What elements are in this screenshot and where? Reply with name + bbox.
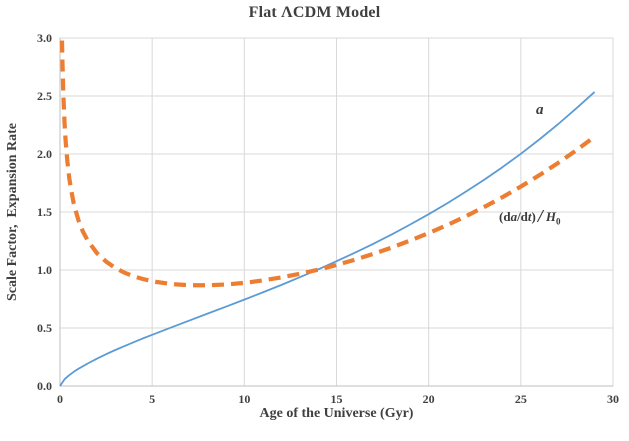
y-tick-label: 3.0 <box>37 31 52 45</box>
chart-title: Flat ΛCDM Model <box>248 4 381 21</box>
y-axis-title: Scale Factor, Expansion Rate <box>5 123 20 301</box>
y-tick-label: 2.0 <box>37 147 52 161</box>
x-tick-label: 25 <box>515 392 527 406</box>
x-tick-label: 5 <box>149 392 155 406</box>
curve-label-a: a <box>536 102 544 118</box>
curve-label-da-dt: (da/dt) / H0 <box>499 205 561 227</box>
deriv-label-t: t <box>527 209 532 224</box>
x-tick-label: 20 <box>423 392 435 406</box>
x-tick-label: 0 <box>57 392 63 406</box>
x-tick-label: 30 <box>607 392 619 406</box>
x-tick-label: 15 <box>331 392 343 406</box>
deriv-label-a: a <box>510 209 518 224</box>
deriv-label-H: H <box>545 209 557 224</box>
y-tick-label: 0.0 <box>37 379 52 393</box>
y-tick-label: 1.5 <box>37 205 52 219</box>
deriv-label-close: ) <box>531 209 536 224</box>
series-line-da-dt <box>59 40 596 288</box>
y-tick-label: 0.5 <box>37 321 52 335</box>
deriv-label-sub0: 0 <box>556 216 561 227</box>
y-tick-label: 1.0 <box>37 263 52 277</box>
x-axis-title: Age of the Universe (Gyr) <box>259 406 414 421</box>
deriv-label-open: (d <box>499 209 511 224</box>
deriv-label-mid: /d <box>517 209 528 224</box>
series-line-a <box>59 91 596 387</box>
y-tick-label: 2.5 <box>37 89 52 103</box>
deriv-label-slash: / <box>537 206 543 226</box>
x-tick-label: 10 <box>238 392 250 406</box>
